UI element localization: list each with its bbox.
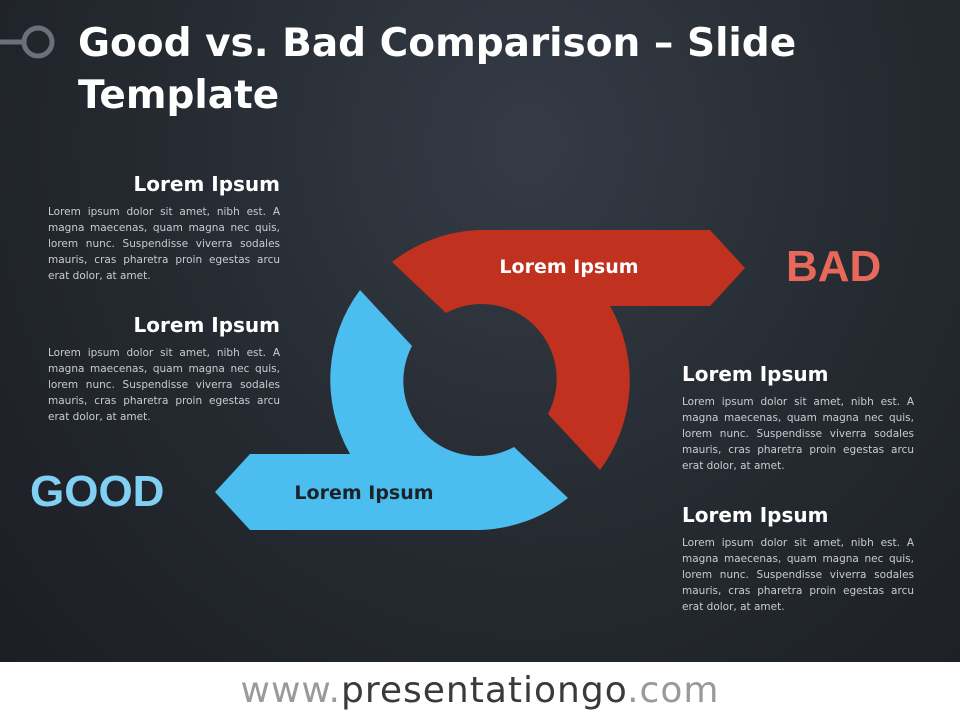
block-heading: Lorem Ipsum [133,172,280,196]
bad-arrow [392,230,745,470]
logo-ring [21,25,55,59]
block-heading: Lorem Ipsum [133,313,280,337]
block-body: Lorem ipsum dolor sit amet, nibh est. A … [682,537,914,613]
footer-brand: presentationgo [341,670,628,711]
slide-title: Good vs. Bad Comparison – Slide Template [78,21,797,118]
footer: www.presentationgo.com [0,662,960,720]
diagram-art [0,25,745,530]
block-heading: Lorem Ipsum [682,362,829,386]
block-body: Lorem ipsum dolor sit amet, nibh est. A … [682,396,914,472]
block-heading: Lorem Ipsum [682,503,829,527]
good-label: GOOD [30,467,165,516]
footer-suffix: .com [627,670,720,711]
bad-label: BAD [786,242,882,291]
bad-arrow-text: Lorem Ipsum [499,256,639,278]
footer-prefix: www. [240,670,341,711]
block-body: Lorem ipsum dolor sit amet, nibh est. A … [48,206,280,282]
good-arrow [215,290,568,530]
text-block: Lorem Ipsum Lorem ipsum dolor sit amet, … [682,362,914,474]
text-block: Lorem Ipsum Lorem ipsum dolor sit amet, … [48,172,280,284]
text-block: Lorem Ipsum Lorem ipsum dolor sit amet, … [48,313,280,425]
block-body: Lorem ipsum dolor sit amet, nibh est. A … [48,347,280,423]
good-arrow-text: Lorem Ipsum [294,482,434,504]
text-block: Lorem Ipsum Lorem ipsum dolor sit amet, … [682,503,914,615]
